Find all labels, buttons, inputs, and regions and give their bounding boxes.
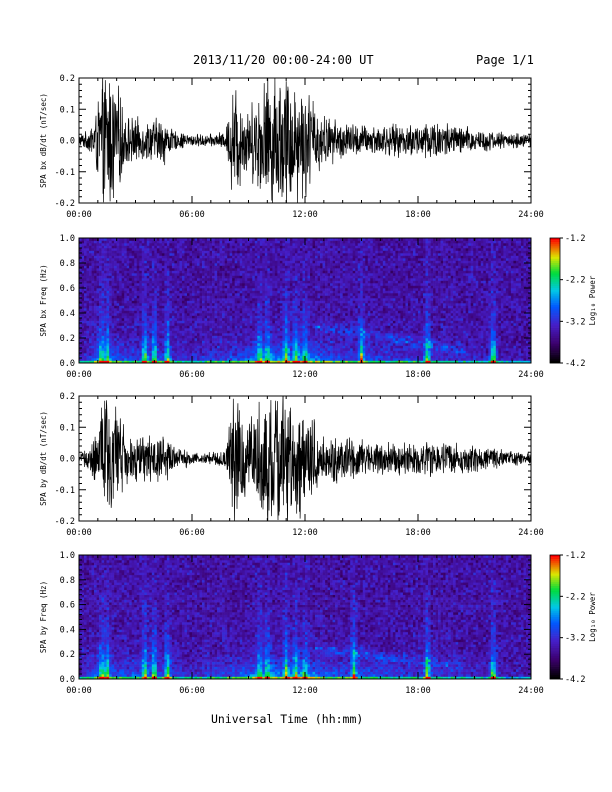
y-tick-label: 1.0 — [60, 234, 75, 244]
x-tick-label: 18:00 — [405, 528, 431, 538]
colorbar-tick-label: -2.2 — [565, 592, 585, 602]
y-tick-label: 0.4 — [60, 309, 75, 319]
x-tick-label: 24:00 — [518, 686, 544, 696]
x-tick-label: 18:00 — [405, 686, 431, 696]
page-number: Page 1/1 — [476, 53, 534, 67]
y-tick-label: 0.0 — [60, 455, 75, 465]
y-tick-label: 1.0 — [60, 551, 75, 561]
colorbar-tick-label: -3.2 — [565, 634, 585, 644]
colorbar-border — [549, 237, 561, 364]
y-tick-label: 0.2 — [60, 334, 75, 344]
x-tick-label: 12:00 — [292, 686, 318, 696]
x-tick-label: 06:00 — [179, 210, 205, 220]
y-tick-label: 0.4 — [60, 625, 75, 635]
colorbar — [549, 554, 563, 680]
y-tick-label: 0.0 — [60, 675, 75, 685]
y-axis-label: SPA bx Freq (Hz) — [39, 264, 48, 336]
x-tick-label: 06:00 — [179, 528, 205, 538]
x-tick-label: 00:00 — [66, 686, 92, 696]
y-tick-label: 0.1 — [60, 105, 75, 115]
x-tick-label: 12:00 — [292, 370, 318, 380]
spectrogram-cells — [79, 555, 532, 680]
x-tick-label: 00:00 — [66, 528, 92, 538]
x-tick-label: 12:00 — [292, 528, 318, 538]
y-tick-label: 0.2 — [60, 650, 75, 660]
y-axis-label: SPA by Freq (Hz) — [39, 581, 48, 653]
page-title: 2013/11/20 00:00-24:00 UT — [193, 53, 374, 67]
colorbar-tick-label: -3.2 — [565, 317, 585, 327]
y-tick-label: 0.0 — [60, 137, 75, 147]
y-tick-label: 0.6 — [60, 284, 75, 294]
x-tick-label: 24:00 — [518, 210, 544, 220]
x-tick-label: 18:00 — [405, 370, 431, 380]
x-tick-label: 12:00 — [292, 210, 318, 220]
series-line — [79, 396, 531, 521]
y-axis-label: SPA bx dB/dt (nT/sec) — [39, 93, 48, 188]
colorbar-label: Log₁₀ Power — [588, 275, 597, 325]
x-tick-label: 00:00 — [66, 210, 92, 220]
y-tick-label: -0.2 — [55, 517, 75, 527]
y-tick-label: -0.1 — [55, 168, 75, 178]
y-tick-label: 0.6 — [60, 601, 75, 611]
y-tick-label: 0.2 — [60, 74, 75, 84]
colorbar-tick-label: -4.2 — [565, 359, 585, 369]
panel-4-frame — [78, 554, 532, 680]
colorbar-tick-label: -4.2 — [565, 675, 585, 685]
panel-2-frame — [78, 237, 532, 364]
panel-1-frame — [78, 77, 532, 204]
x-tick-label: 06:00 — [179, 370, 205, 380]
x-tick-label: 00:00 — [66, 370, 92, 380]
y-tick-label: 0.2 — [60, 392, 75, 402]
y-axis-label: SPA by dB/dt (nT/sec) — [39, 411, 48, 506]
y-tick-label: -0.2 — [55, 199, 75, 209]
colorbar-label: Log₁₀ Power — [588, 592, 597, 642]
y-tick-label: 0.1 — [60, 423, 75, 433]
y-tick-label: -0.1 — [55, 486, 75, 496]
colorbar-tick-label: -1.2 — [565, 234, 585, 244]
x-tick-label: 24:00 — [518, 370, 544, 380]
x-tick-label: 06:00 — [179, 686, 205, 696]
x-tick-label: 24:00 — [518, 528, 544, 538]
colorbar-border — [549, 554, 561, 680]
y-tick-label: 0.0 — [60, 359, 75, 369]
colorbar — [549, 237, 563, 364]
spectrogram-cells — [79, 238, 532, 364]
y-tick-label: 0.8 — [60, 259, 75, 269]
series-line — [79, 78, 531, 203]
y-tick-label: 0.8 — [60, 576, 75, 586]
colorbar-tick-label: -1.2 — [565, 551, 585, 561]
x-tick-label: 18:00 — [405, 210, 431, 220]
panel-3-frame — [78, 395, 532, 522]
colorbar-tick-label: -2.2 — [565, 276, 585, 286]
x-axis-title: Universal Time (hh:mm) — [211, 712, 364, 726]
